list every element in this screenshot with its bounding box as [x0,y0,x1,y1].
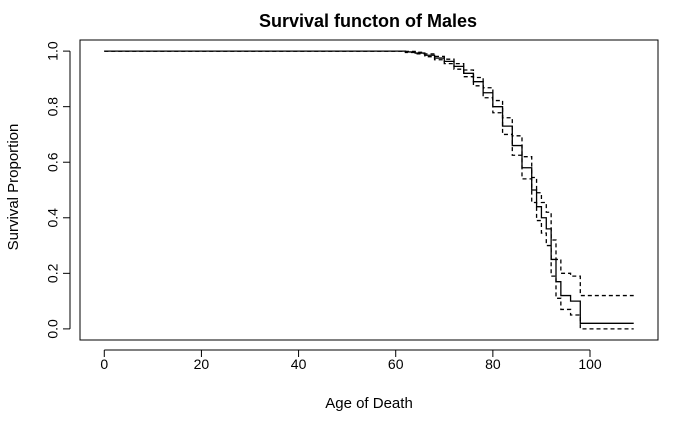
x-tick-label: 100 [578,356,602,372]
chart-title: Survival functon of Males [259,11,477,31]
x-tick-label: 80 [485,356,501,372]
y-tick-label: 0.8 [45,97,61,117]
x-tick-label: 0 [100,356,108,372]
y-tick-label: 1.0 [45,41,61,61]
y-tick-label: 0.2 [45,263,61,283]
y-tick-label: 0.6 [45,152,61,172]
y-axis-label: Survival Proportion [5,124,22,251]
x-axis: 0 20 40 60 80 100 [100,349,602,372]
x-tick-label: 60 [388,356,404,372]
x-tick-label: 20 [194,356,210,372]
x-tick-label: 40 [291,356,307,372]
x-axis-label: Age of Death [325,395,413,412]
series-layer [104,50,634,330]
plot-frame [79,39,659,341]
y-tick-label: 0.4 [45,208,61,228]
survival-curve-line [104,50,634,324]
y-tick-label: 0.0 [45,319,61,339]
confidence-band-line [104,50,634,330]
y-axis: 0.0 0.2 0.4 0.6 0.8 1.0 [45,41,71,339]
